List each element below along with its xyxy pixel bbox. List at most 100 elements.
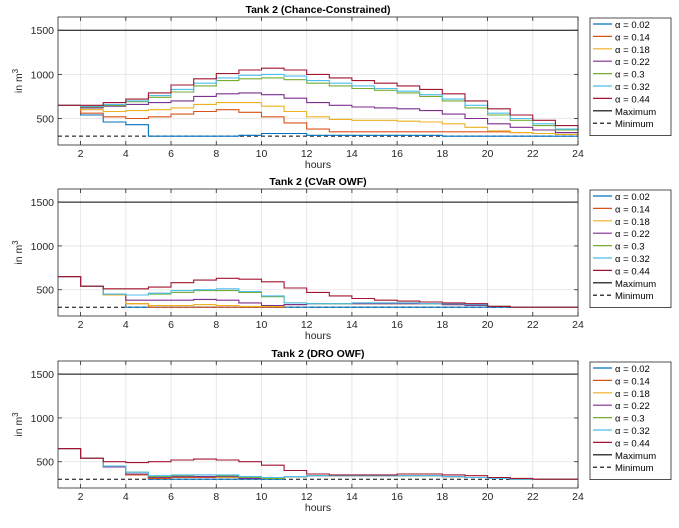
- x-tick-label: 12: [301, 319, 313, 331]
- plot-area: [58, 189, 578, 316]
- series-line-4: [58, 92, 579, 135]
- axes-box: [57, 360, 579, 489]
- chart-title: Tank 2 (DRO OWF): [271, 348, 364, 360]
- series-line-1: [58, 104, 578, 137]
- x-tick-label: 2: [78, 148, 84, 160]
- x-tick-label: 18: [437, 319, 449, 331]
- legend-label: α = 0.44: [615, 266, 650, 277]
- chart-title: Tank 2 (Chance-Constrained): [245, 4, 390, 16]
- x-tick-label: 6: [168, 319, 174, 331]
- plot-area: [58, 361, 578, 488]
- y-tick-label: 1500: [31, 197, 55, 209]
- legend-label: Maximum: [615, 107, 656, 118]
- y-axis-label: in m3: [11, 68, 25, 93]
- legend-label: α = 0.44: [615, 438, 650, 449]
- legend-label: α = 0.18: [615, 45, 650, 56]
- x-tick-label: 20: [482, 319, 494, 331]
- legend-label: α = 0.3: [615, 70, 645, 81]
- x-tick-label: 24: [572, 148, 584, 160]
- x-tick-label: 8: [213, 319, 219, 331]
- x-axis-label: hours: [305, 502, 331, 514]
- y-axis-label-text: in m: [13, 73, 25, 93]
- legend-label: α = 0.18: [615, 389, 650, 400]
- legend-label: α = 0.02: [615, 192, 650, 203]
- legend-label: Maximum: [615, 279, 656, 290]
- legend-label: α = 0.32: [615, 82, 650, 93]
- legend-label: α = 0.32: [615, 426, 650, 437]
- legend-label: Maximum: [615, 451, 656, 462]
- legend-label: α = 0.02: [615, 20, 650, 31]
- x-tick-label: 16: [391, 148, 403, 160]
- x-tick-label: 12: [301, 148, 313, 160]
- series-line-6: [58, 276, 578, 308]
- legend-label: Minimum: [615, 463, 654, 474]
- legend-label: α = 0.14: [615, 204, 650, 215]
- x-axis-label: hours: [305, 159, 331, 171]
- x-axis-label: hours: [305, 330, 331, 342]
- legend-label: α = 0.22: [615, 229, 650, 240]
- x-tick-label: 8: [213, 491, 219, 503]
- x-tick-label: 24: [572, 491, 584, 503]
- y-axis-label-superscript: 3: [11, 68, 20, 73]
- legend-label: α = 0.22: [615, 57, 650, 68]
- x-tick-label: 14: [346, 491, 358, 503]
- legend-box: [589, 361, 672, 480]
- x-tick-label: 22: [527, 491, 539, 503]
- legend-label: α = 0.32: [615, 254, 650, 265]
- y-tick-label: 500: [36, 457, 54, 469]
- series-line-7: [58, 276, 578, 308]
- x-tick-label: 20: [482, 148, 494, 160]
- legend-label: α = 0.14: [615, 376, 650, 387]
- x-tick-label: 8: [213, 148, 219, 160]
- x-tick-label: 4: [123, 319, 129, 331]
- y-axis-label: in m3: [11, 240, 25, 265]
- x-tick-label: 4: [123, 491, 129, 503]
- legend-box: [589, 189, 672, 308]
- y-tick-label: 1000: [31, 413, 55, 425]
- y-tick-label: 1000: [31, 241, 55, 253]
- legend-label: Minimum: [615, 291, 654, 302]
- x-tick-label: 2: [78, 319, 84, 331]
- x-tick-label: 10: [256, 148, 268, 160]
- x-tick-label: 14: [346, 148, 358, 160]
- legend-label: α = 0.3: [615, 242, 645, 253]
- x-tick-label: 20: [482, 491, 494, 503]
- x-tick-label: 18: [437, 148, 449, 160]
- y-axis-label-text: in m: [13, 245, 25, 265]
- series-line-7: [58, 67, 579, 131]
- y-tick-label: 500: [36, 114, 54, 126]
- y-tick-label: 1500: [31, 25, 55, 37]
- x-tick-label: 10: [256, 491, 268, 503]
- chart-title: Tank 2 (CVaR OWF): [269, 176, 366, 188]
- x-tick-label: 14: [346, 319, 358, 331]
- x-tick-label: 4: [123, 148, 129, 160]
- legend-label: α = 0.3: [615, 414, 645, 425]
- legend-label: α = 0.22: [615, 401, 650, 412]
- x-tick-label: 12: [301, 491, 313, 503]
- legend-label: α = 0.02: [615, 364, 650, 375]
- axes-box: [57, 16, 579, 146]
- legend-label: α = 0.44: [615, 94, 650, 105]
- x-tick-label: 2: [78, 491, 84, 503]
- legend: α = 0.02α = 0.14α = 0.18α = 0.22α = 0.3α…: [589, 17, 672, 136]
- x-tick-label: 16: [391, 319, 403, 331]
- legend-label: α = 0.18: [615, 217, 650, 228]
- y-tick-label: 1500: [31, 369, 55, 381]
- x-tick-label: 22: [527, 319, 539, 331]
- y-axis-label-superscript: 3: [11, 240, 20, 245]
- legend: α = 0.02α = 0.14α = 0.18α = 0.22α = 0.3α…: [589, 361, 672, 480]
- x-tick-label: 10: [256, 319, 268, 331]
- x-tick-label: 16: [391, 491, 403, 503]
- y-axis-label-superscript: 3: [11, 412, 20, 417]
- y-tick-label: 1000: [31, 69, 55, 81]
- x-tick-label: 22: [527, 148, 539, 160]
- legend: α = 0.02α = 0.14α = 0.18α = 0.22α = 0.3α…: [589, 189, 672, 308]
- legend-box: [589, 17, 672, 136]
- y-tick-label: 500: [36, 285, 54, 297]
- legend-label: Minimum: [615, 119, 654, 130]
